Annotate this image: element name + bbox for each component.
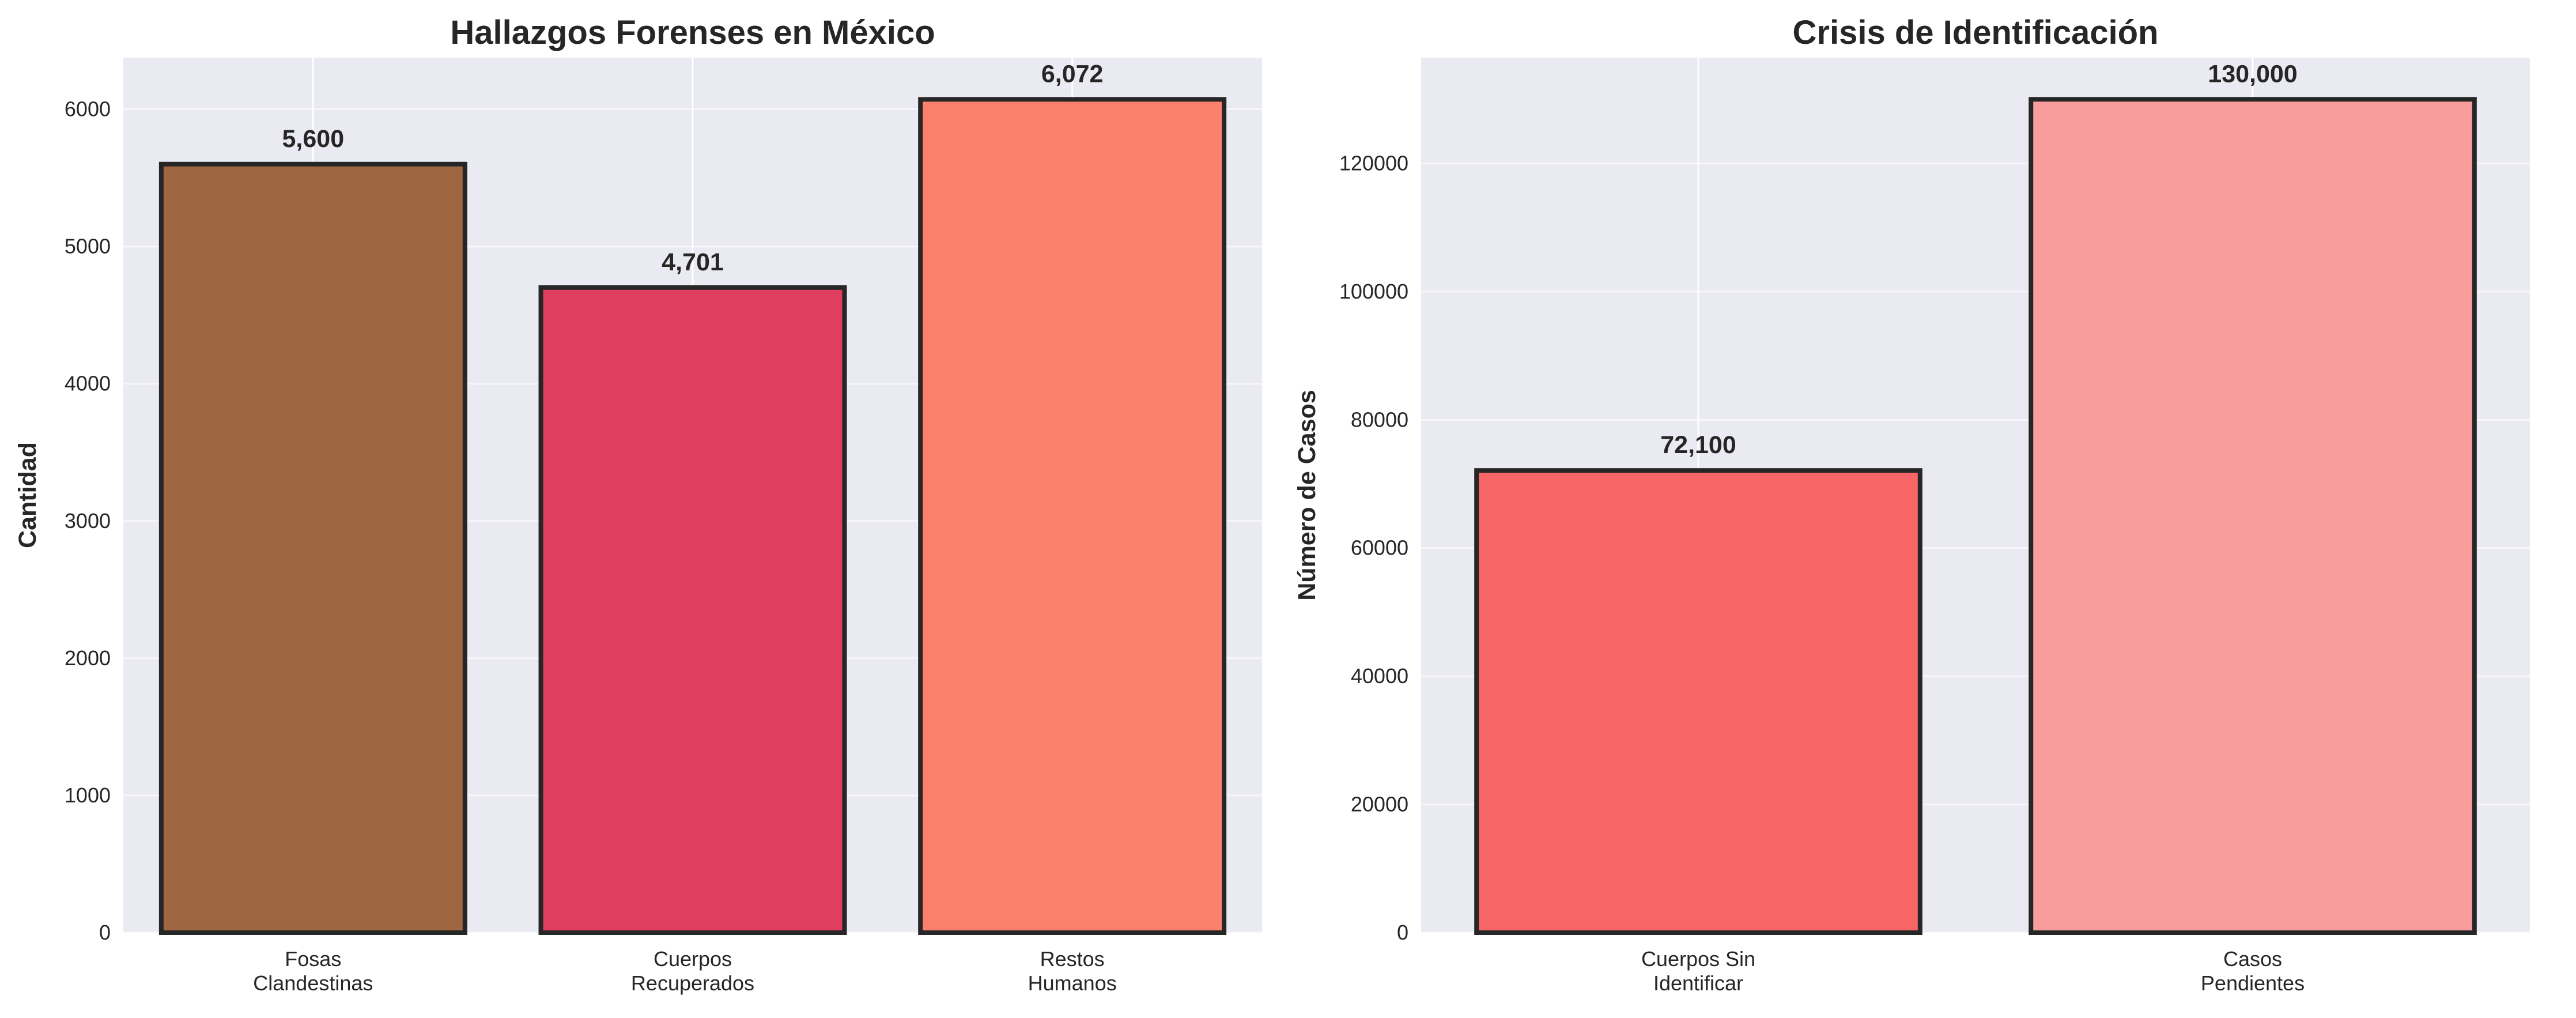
bar [538, 285, 847, 935]
chart-1: 0 1000 2000 3000 4000 5000 6000 5,600 Fosas Cland… [14, 14, 1262, 995]
y-tick-label: 20000 [1351, 793, 1408, 816]
y-tick-label: 120000 [1339, 151, 1408, 175]
y-tick-label: 60000 [1351, 536, 1408, 560]
x-tick-label: Fosas Clandestinas [253, 947, 373, 995]
data-label: 130,000 [2208, 60, 2297, 88]
y-tick-label: 0 [1397, 921, 1408, 944]
y-tick-label: 6000 [65, 97, 111, 121]
data-label: 72,100 [1660, 431, 1736, 459]
data-label: 6,072 [1041, 60, 1104, 88]
y-tick-label: 40000 [1351, 664, 1408, 688]
y-tick-label: 2000 [65, 646, 111, 670]
x-tick-label: Restos Humanos [1028, 947, 1117, 995]
x-tick-label: Cuerpos Sin Identificar [1641, 947, 1755, 995]
x-tick-label: Cuerpos Recuperados [631, 947, 754, 995]
y-axis-label: Cantidad [14, 442, 41, 548]
y-axis-label: Número de Casos [1293, 390, 1321, 601]
y-tick-label: 80000 [1351, 408, 1408, 431]
bar [158, 161, 467, 935]
bar [2029, 97, 2477, 935]
y-tick-label: 100000 [1339, 280, 1408, 303]
y-tick-label: 4000 [65, 372, 111, 395]
y-tick-label: 5000 [65, 235, 111, 258]
y-tick-label: 1000 [65, 783, 111, 807]
chart-2: 0 20000 40000 60000 80000 100000 120000 72,100 C… [1293, 14, 2530, 995]
y-tick-label: 0 [99, 921, 111, 944]
bar [918, 97, 1227, 935]
chart-title: Crisis de Identificación [1793, 14, 2159, 51]
chart-title: Hallazgos Forenses en México [450, 14, 935, 51]
bar [1474, 468, 1922, 935]
data-label: 5,600 [282, 125, 345, 153]
y-tick-label: 3000 [65, 509, 111, 533]
x-tick-label: Casos Pendientes [2201, 947, 2305, 995]
data-label: 4,701 [662, 248, 724, 276]
